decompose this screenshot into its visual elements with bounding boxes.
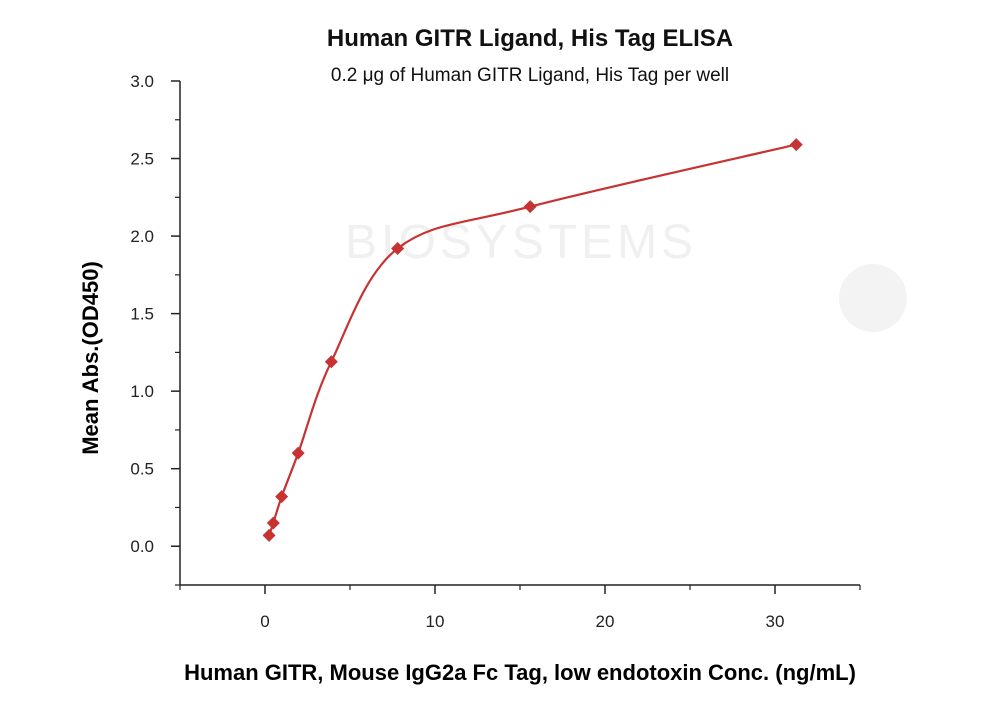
y-tick-label: 0.5 [130, 460, 154, 479]
y-tick-label: 0.0 [130, 537, 154, 556]
x-tick-label: 20 [596, 612, 615, 631]
x-axis-label: Human GITR, Mouse IgG2a Fc Tag, low endo… [184, 660, 856, 685]
watermark-text: BIOSYSTEMS [345, 216, 697, 269]
fit-curve-layer [268, 143, 797, 536]
x-tick-label: 0 [260, 612, 269, 631]
watermark: BIOSYSTEMS [345, 216, 907, 332]
data-points-layer [262, 138, 803, 542]
data-point [275, 490, 289, 504]
fit-curve [268, 143, 797, 536]
y-tick-label: 2.5 [130, 150, 154, 169]
data-point [523, 200, 537, 214]
y-tick-label: 3.0 [130, 72, 154, 91]
x-tick-label: 30 [766, 612, 785, 631]
y-axis-label: Mean Abs.(OD450) [78, 261, 103, 455]
data-point [391, 241, 405, 255]
chart-title: Human GITR Ligand, His Tag ELISA [327, 25, 733, 52]
watermark-dot [839, 264, 907, 332]
data-point [266, 516, 280, 530]
data-point [291, 446, 305, 460]
x-tick-label: 10 [426, 612, 445, 631]
data-point [324, 355, 338, 369]
y-tick-label: 1.0 [130, 382, 154, 401]
data-point [262, 528, 276, 542]
axes: 0.0 0.5 1.0 1.5 2.0 2.5 3.0 0 10 20 30 [130, 72, 861, 631]
chart-subtitle: 0.2 μg of Human GITR Ligand, His Tag per… [331, 65, 729, 86]
y-tick-label: 2.0 [130, 227, 154, 246]
data-point [789, 138, 803, 152]
y-tick-label: 1.5 [130, 305, 154, 324]
